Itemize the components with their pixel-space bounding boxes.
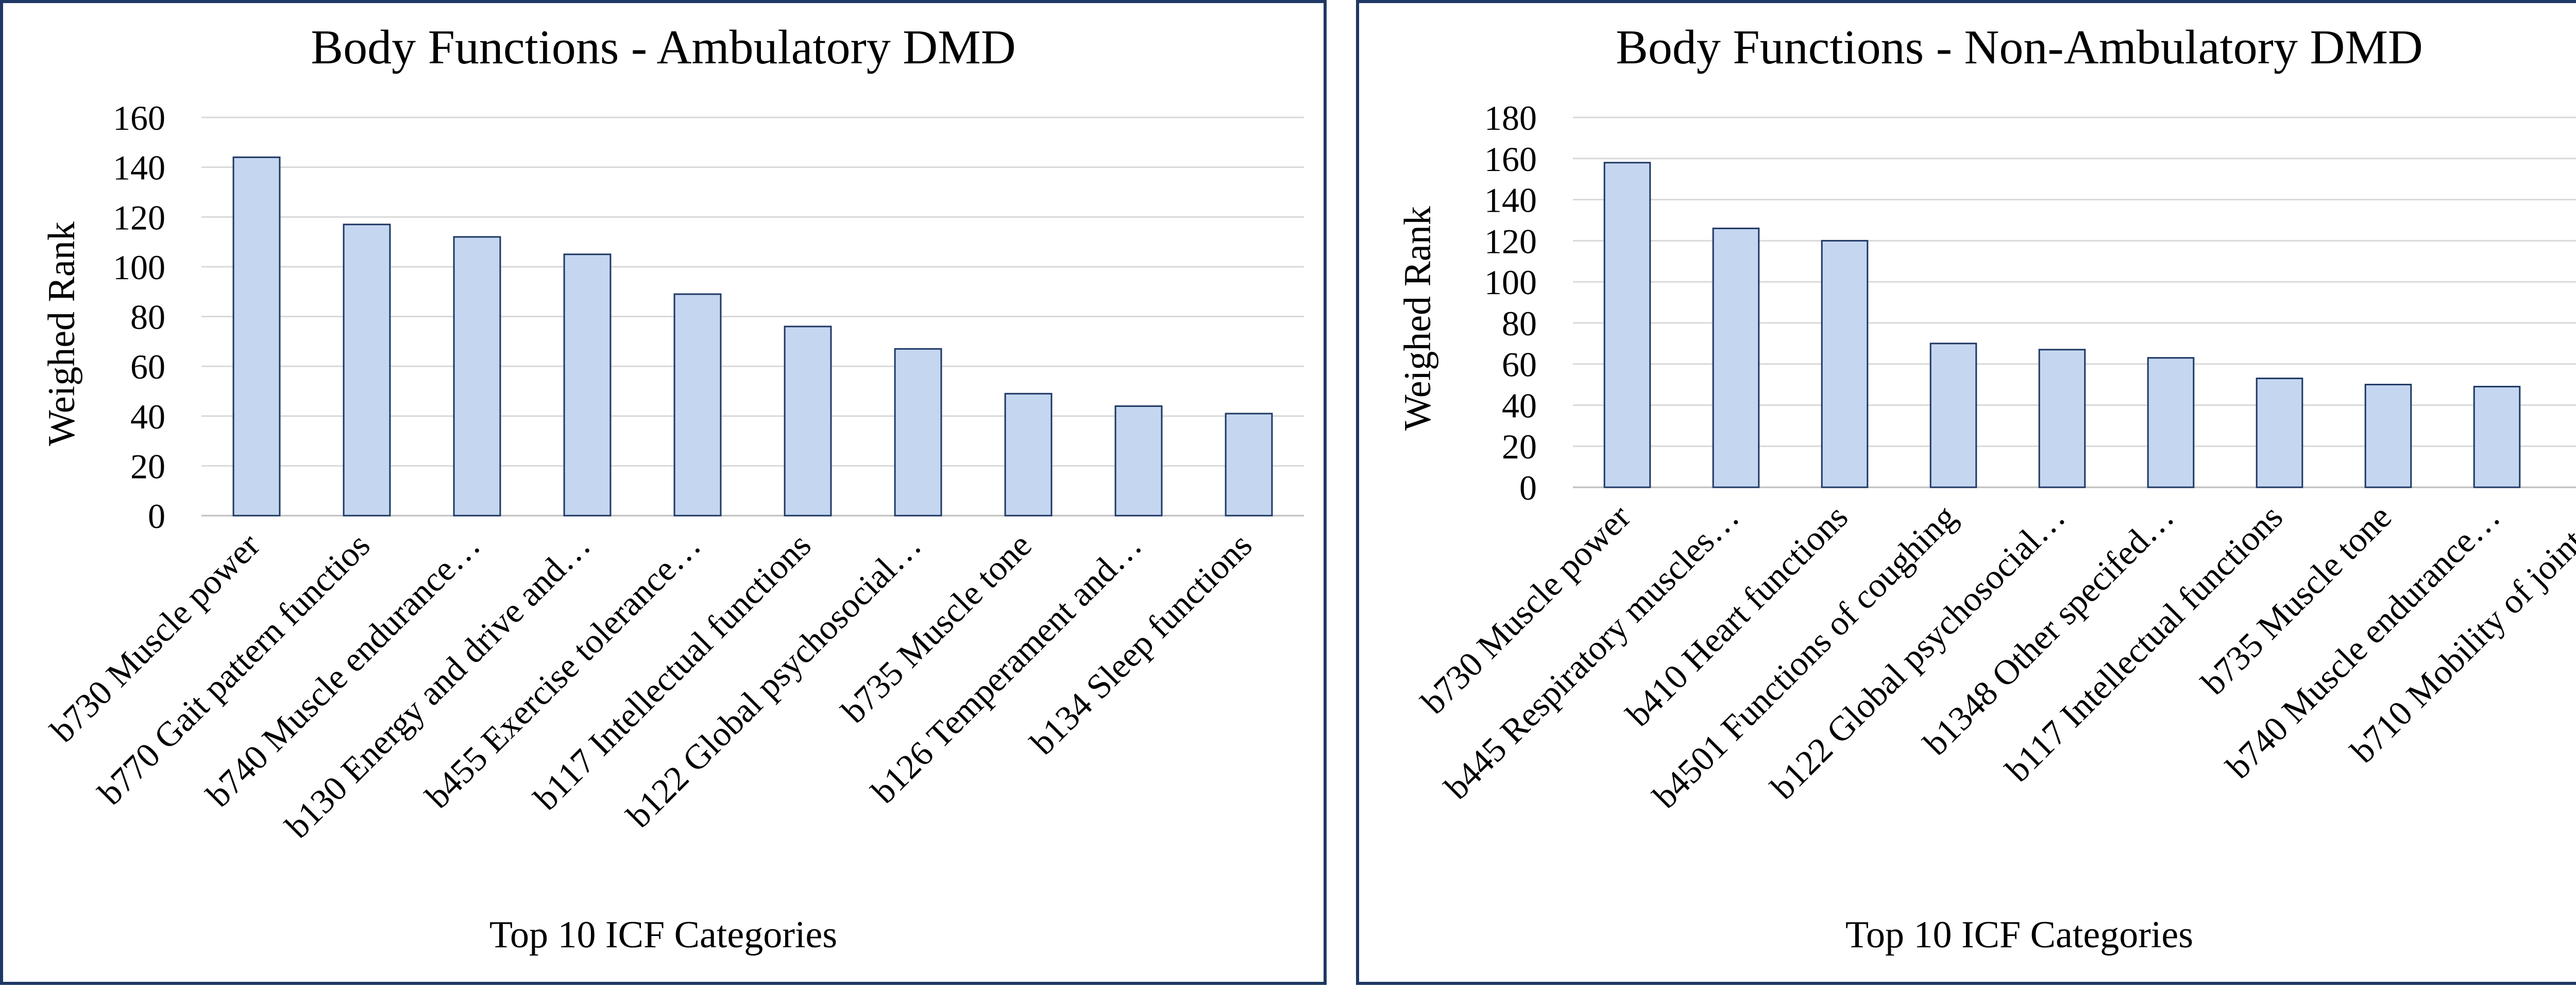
bar <box>784 326 832 517</box>
bar <box>453 236 501 517</box>
bar <box>894 348 942 517</box>
x-tick-label: b730 Muscle power <box>1413 497 1638 722</box>
x-axis-title: Top 10 ICF Categories <box>489 914 838 956</box>
y-tick-label: 40 <box>1502 386 1537 425</box>
y-tick-label: 80 <box>1502 304 1537 343</box>
bar <box>1114 405 1163 517</box>
y-tick-label: 100 <box>1484 263 1537 302</box>
y-tick-label: 140 <box>113 148 165 188</box>
bar <box>1603 162 1651 488</box>
chart-panel-non-ambulatory: Body Functions - Non-Ambulatory DMD Weig… <box>1356 0 2576 985</box>
y-tick-label: 80 <box>130 298 165 337</box>
x-tick-label: b735 Muscle tone <box>2194 497 2399 702</box>
bar <box>2473 386 2521 488</box>
bar <box>1225 413 1273 517</box>
y-tick-label: 20 <box>1502 427 1537 466</box>
chart-title: Body Functions - Ambulatory DMD <box>311 21 1016 74</box>
bar <box>1929 343 1977 488</box>
bar <box>2364 384 2412 488</box>
y-tick-label: 60 <box>130 347 165 386</box>
bar <box>2038 349 2086 488</box>
y-tick-label: 0 <box>1519 468 1537 507</box>
bar <box>1821 240 1869 488</box>
y-tick-label: 120 <box>1484 222 1537 261</box>
y-tick-label: 40 <box>130 397 165 436</box>
y-tick-label: 180 <box>1484 98 1537 138</box>
bar <box>1712 227 1760 488</box>
bar <box>2147 357 2195 488</box>
y-tick-label: 60 <box>1502 345 1537 384</box>
y-tick-label: 140 <box>1484 181 1537 220</box>
x-tick-label: b730 Muscle power <box>43 525 267 750</box>
y-tick-label: 0 <box>148 497 165 536</box>
y-tick-label: 160 <box>1484 140 1537 179</box>
chart-title: Body Functions - Non-Ambulatory DMD <box>1616 21 2423 74</box>
y-tick-label: 100 <box>113 248 165 287</box>
bar <box>232 156 281 517</box>
bar <box>343 224 391 517</box>
y-tick-label: 160 <box>113 98 165 138</box>
x-tick-label: b735 Muscle tone <box>834 525 1039 730</box>
x-axis-title: Top 10 ICF Categories <box>1845 914 2194 956</box>
bar <box>1004 393 1053 517</box>
bar <box>2256 378 2303 488</box>
bar <box>673 293 722 517</box>
y-tick-label: 120 <box>113 198 165 237</box>
bar-chart-ambulatory: 0 20 40 60 80 100 120 140 160 b730 Muscle power b7… <box>43 98 1304 846</box>
bar <box>563 253 612 517</box>
y-tick-label: 20 <box>130 447 165 486</box>
chart-panel-ambulatory: Body Functions - Ambulatory DMD Weighed … <box>0 0 1327 985</box>
